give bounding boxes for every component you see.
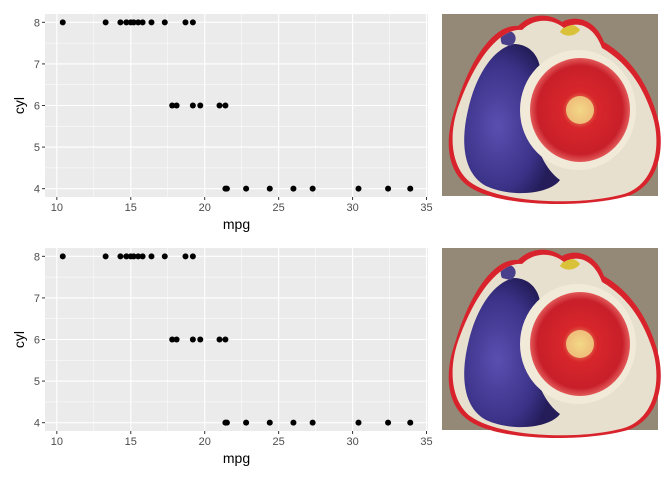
data-point — [135, 253, 142, 260]
x-tick-label: 30 — [346, 202, 358, 214]
y-tick-label: 7 — [34, 59, 40, 71]
y-tick-label: 6 — [34, 335, 40, 347]
data-point — [117, 19, 124, 26]
x-tick-label: 35 — [420, 436, 432, 448]
x-tick-label: 10 — [51, 436, 63, 448]
y-tick-label: 6 — [34, 101, 40, 113]
data-point — [223, 419, 230, 426]
data-point — [385, 185, 392, 192]
y-tick-label: 4 — [34, 418, 40, 430]
data-point — [173, 336, 180, 343]
data-point — [223, 185, 230, 192]
data-point — [243, 419, 250, 426]
data-point — [355, 419, 362, 426]
x-tick-label: 15 — [125, 202, 137, 214]
data-point — [355, 185, 362, 192]
data-point — [123, 253, 130, 260]
scatter-plot-1: 10 15 20 25 30 35 4 5 6 7 8 mpg cyl — [11, 14, 433, 232]
data-point — [161, 19, 168, 26]
data-point — [189, 19, 196, 26]
data-point — [182, 19, 189, 26]
data-point — [59, 253, 66, 260]
data-point — [161, 253, 168, 260]
embroidered-fig-image — [442, 248, 661, 438]
data-point — [139, 19, 146, 26]
y-axis-title: cyl — [11, 97, 27, 114]
y-axis-title: cyl — [11, 331, 27, 348]
data-point — [222, 336, 229, 343]
data-point — [216, 102, 223, 109]
data-point — [173, 102, 180, 109]
x-tick-label: 25 — [273, 436, 285, 448]
data-point — [189, 102, 196, 109]
data-point — [290, 419, 297, 426]
y-tick-label: 7 — [34, 293, 40, 305]
data-point — [148, 19, 155, 26]
data-point — [290, 185, 297, 192]
data-point — [148, 253, 155, 260]
y-tick-label: 8 — [34, 251, 40, 263]
data-point — [169, 336, 176, 343]
embroidered-fig-image — [442, 14, 661, 204]
data-point — [189, 336, 196, 343]
x-tick-label: 15 — [125, 436, 137, 448]
x-axis-title: mpg — [223, 216, 250, 232]
data-point — [130, 19, 137, 26]
data-point — [59, 19, 66, 26]
data-point — [189, 253, 196, 260]
data-point — [197, 336, 204, 343]
data-point — [309, 185, 316, 192]
data-point — [102, 253, 109, 260]
x-tick-label: 30 — [346, 436, 358, 448]
data-point — [407, 419, 414, 426]
data-point — [309, 419, 316, 426]
y-tick-label: 8 — [34, 17, 40, 29]
data-point — [222, 102, 229, 109]
x-axis-title: mpg — [223, 450, 250, 466]
data-point — [139, 253, 146, 260]
data-point — [407, 185, 414, 192]
data-point — [385, 419, 392, 426]
data-point — [216, 336, 223, 343]
data-point — [169, 102, 176, 109]
data-point — [117, 253, 124, 260]
data-point — [182, 253, 189, 260]
data-point — [102, 19, 109, 26]
y-tick-label: 5 — [34, 376, 40, 388]
data-point — [130, 253, 137, 260]
x-tick-label: 20 — [199, 436, 211, 448]
x-tick-label: 10 — [51, 202, 63, 214]
y-tick-label: 4 — [34, 184, 40, 196]
y-tick-label: 5 — [34, 142, 40, 154]
data-point — [123, 19, 130, 26]
x-tick-label: 20 — [199, 202, 211, 214]
x-tick-label: 35 — [420, 202, 432, 214]
data-point — [243, 185, 250, 192]
data-point — [135, 19, 142, 26]
data-point — [266, 185, 273, 192]
x-tick-label: 25 — [273, 202, 285, 214]
data-point — [197, 102, 204, 109]
scatter-plot-2: 10 15 20 25 30 35 4 5 6 7 8 mpg cyl — [11, 248, 433, 466]
data-point — [266, 419, 273, 426]
